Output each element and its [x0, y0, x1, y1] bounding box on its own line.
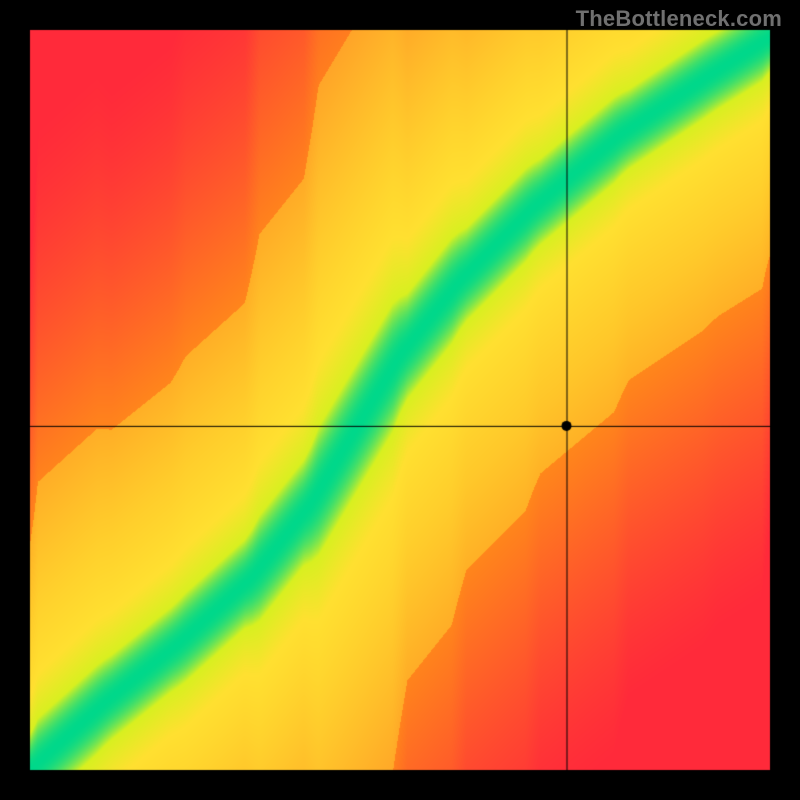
watermark-text: TheBottleneck.com [576, 6, 782, 32]
bottleneck-heatmap [0, 0, 800, 800]
chart-container: TheBottleneck.com [0, 0, 800, 800]
